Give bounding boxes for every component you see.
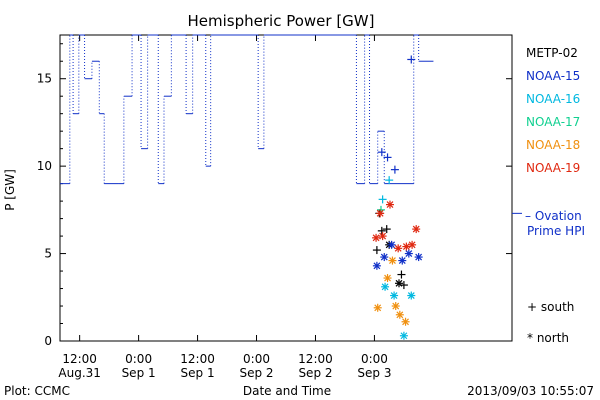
point-noaa-15 <box>404 249 413 258</box>
point-stroke <box>412 225 420 233</box>
point-noaa-19 <box>412 225 421 234</box>
point-stroke <box>392 302 400 310</box>
point-noaa-19 <box>372 233 381 242</box>
point-metp-02 <box>395 279 403 288</box>
point-noaa-15 <box>407 55 416 64</box>
point-stroke <box>389 257 396 264</box>
point-noaa-16 <box>381 282 390 291</box>
point-stroke <box>386 201 394 209</box>
point-noaa-18 <box>383 274 392 283</box>
x-tick-label-time: 0:00 <box>125 352 152 366</box>
point-noaa-16 <box>390 291 399 300</box>
point-stroke <box>408 241 416 249</box>
point-stroke <box>390 292 398 299</box>
point-stroke <box>395 279 403 287</box>
x-tick-label-date: Sep 2 <box>239 366 273 380</box>
x-tick-label-date: Sep 1 <box>122 366 156 380</box>
point-noaa-16 <box>407 291 416 300</box>
point-noaa-19 <box>376 209 385 218</box>
y-axis-label: P [GW] <box>3 169 17 211</box>
x-axis-label: Date and Time <box>243 384 331 398</box>
legend-entry: NOAA-16 <box>526 92 580 106</box>
point-stroke <box>374 304 382 312</box>
point-noaa-18 <box>395 310 404 319</box>
point-stroke <box>379 232 387 240</box>
y-tick-label: 15 <box>37 72 52 86</box>
x-tick-label-time: 12:00 <box>180 352 215 366</box>
point-noaa-15 <box>398 256 407 265</box>
point-noaa-19 <box>378 232 387 241</box>
point-metp-02 <box>397 270 406 279</box>
legend-entry: NOAA-18 <box>526 138 580 152</box>
point-stroke <box>415 253 423 261</box>
x-tick-label-time: 12:00 <box>298 352 333 366</box>
plot-frame <box>59 34 513 342</box>
point-stroke <box>400 332 408 340</box>
legend-entry: METP-02 <box>526 46 578 60</box>
y-tick-label: 10 <box>37 159 52 173</box>
point-metp-02 <box>382 225 391 234</box>
ovation-label-line2: Prime HPI <box>527 224 585 238</box>
point-noaa-16 <box>385 176 394 185</box>
y-tick-label: 0 <box>44 334 52 348</box>
point-noaa-15 <box>383 153 392 162</box>
legend-entry: NOAA-19 <box>526 161 580 175</box>
point-stroke <box>407 292 415 299</box>
point-noaa-15 <box>414 253 423 262</box>
x-tick-label-time: 0:00 <box>243 352 270 366</box>
point-noaa-18 <box>401 317 410 326</box>
point-noaa-15 <box>390 165 399 174</box>
point-noaa-19 <box>402 242 411 251</box>
y-tick-label: 5 <box>44 247 52 261</box>
point-stroke <box>384 274 391 282</box>
point-stroke <box>396 311 404 319</box>
legend: METP-02 NOAA-15 NOAA-16 NOAA-17 NOAA-18 NOAA-… <box>526 46 580 175</box>
chart-title: Hemispheric Power [GW] <box>188 12 375 30</box>
point-stroke <box>376 209 384 217</box>
y-axis: 0 5 10 15 <box>37 43 512 348</box>
x-tick-label-date: Aug.31 <box>58 366 101 380</box>
legend-entry: NOAA-15 <box>526 69 580 83</box>
point-noaa-15 <box>387 240 396 249</box>
ovation-step-line <box>60 34 522 214</box>
point-stroke <box>373 262 381 270</box>
x-tick-label-date: Sep 3 <box>357 366 391 380</box>
x-tick-label-time: 12:00 <box>62 352 97 366</box>
satellite-points <box>372 55 423 340</box>
x-tick-label-date: Sep 2 <box>298 366 332 380</box>
point-noaa-19 <box>394 244 403 253</box>
plot-credit: Plot: CCMC <box>4 384 70 398</box>
point-noaa-15 <box>377 148 386 157</box>
point-noaa-19 <box>385 200 394 209</box>
point-noaa-18 <box>388 256 397 265</box>
marker-north-key: * north <box>527 331 569 345</box>
point-stroke <box>388 241 396 249</box>
point-noaa-16 <box>399 331 408 340</box>
point-stroke <box>380 253 388 261</box>
x-tick-label-date: Sep 1 <box>181 366 215 380</box>
point-stroke <box>394 244 402 252</box>
marker-south-key: + south <box>527 300 574 314</box>
point-noaa-18 <box>373 303 382 312</box>
point-stroke <box>381 283 389 291</box>
point-stroke <box>398 257 406 264</box>
point-stroke <box>372 234 380 242</box>
point-stroke <box>402 318 409 326</box>
point-noaa-18 <box>391 302 400 311</box>
point-noaa-15 <box>380 253 389 262</box>
point-metp-02 <box>377 226 386 235</box>
plot-timestamp: 2013/09/03 10:55:07 <box>467 384 594 398</box>
legend-entry: NOAA-17 <box>526 115 580 129</box>
point-noaa-16 <box>378 195 387 204</box>
x-tick-label-time: 0:00 <box>361 352 388 366</box>
point-metp-02 <box>372 246 381 255</box>
point-noaa-19 <box>408 240 417 249</box>
point-noaa-15 <box>372 261 381 270</box>
ovation-label-line1: – Ovation <box>525 209 582 223</box>
point-stroke <box>405 250 413 257</box>
